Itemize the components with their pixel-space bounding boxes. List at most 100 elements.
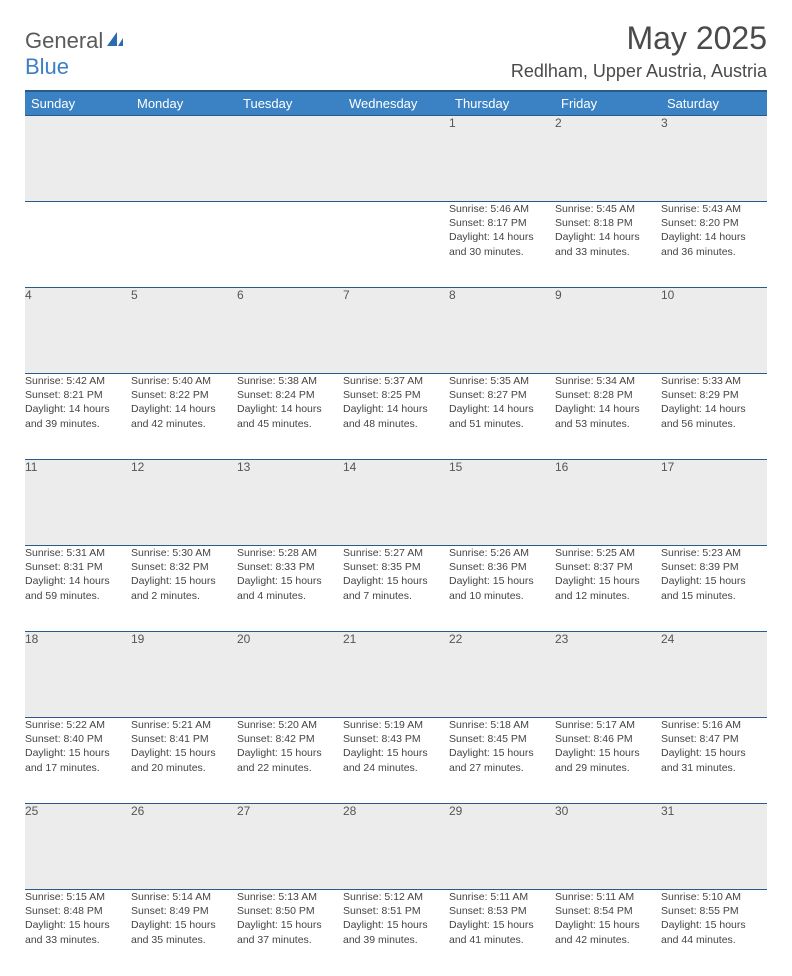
day-cell: Sunrise: 5:31 AMSunset: 8:31 PMDaylight:… xyxy=(25,546,131,632)
day-cell: Sunrise: 5:30 AMSunset: 8:32 PMDaylight:… xyxy=(131,546,237,632)
sunset-text: Sunset: 8:47 PM xyxy=(661,732,767,746)
daylight-text: Daylight: 14 hours xyxy=(25,574,131,588)
daylight-text-2: and 42 minutes. xyxy=(131,417,237,431)
calendar-body: 123Sunrise: 5:46 AMSunset: 8:17 PMDaylig… xyxy=(25,116,767,976)
daylight-text: Daylight: 14 hours xyxy=(237,402,343,416)
sunrise-text: Sunrise: 5:17 AM xyxy=(555,718,661,732)
daylight-text: Daylight: 15 hours xyxy=(661,574,767,588)
sunset-text: Sunset: 8:20 PM xyxy=(661,216,767,230)
weekday-header: Monday xyxy=(131,91,237,116)
day-number: 9 xyxy=(555,288,661,374)
sunset-text: Sunset: 8:18 PM xyxy=(555,216,661,230)
daynum-row: 123 xyxy=(25,116,767,202)
sunrise-text: Sunrise: 5:37 AM xyxy=(343,374,449,388)
day-number: 27 xyxy=(237,804,343,890)
day-cell: Sunrise: 5:26 AMSunset: 8:36 PMDaylight:… xyxy=(449,546,555,632)
daylight-text: Daylight: 15 hours xyxy=(343,574,449,588)
day-number: 29 xyxy=(449,804,555,890)
day-cell: Sunrise: 5:40 AMSunset: 8:22 PMDaylight:… xyxy=(131,374,237,460)
sunset-text: Sunset: 8:25 PM xyxy=(343,388,449,402)
day-number: 25 xyxy=(25,804,131,890)
day-cell: Sunrise: 5:35 AMSunset: 8:27 PMDaylight:… xyxy=(449,374,555,460)
day-number: 18 xyxy=(25,632,131,718)
daylight-text: Daylight: 14 hours xyxy=(343,402,449,416)
day-number: 11 xyxy=(25,460,131,546)
detail-row: Sunrise: 5:22 AMSunset: 8:40 PM Daylight:… xyxy=(25,718,767,804)
title-block: May 2025 Redlham, Upper Austria, Austria xyxy=(511,20,767,82)
day-cell xyxy=(237,202,343,288)
daylight-text: Daylight: 14 hours xyxy=(661,402,767,416)
logo: General Blue xyxy=(25,20,125,80)
day-number: 17 xyxy=(661,460,767,546)
day-number: 31 xyxy=(661,804,767,890)
sunrise-text: Sunrise: 5:31 AM xyxy=(25,546,131,560)
daylight-text-2: and 4 minutes. xyxy=(237,589,343,603)
day-cell: Sunrise: 5:25 AMSunset: 8:37 PMDaylight:… xyxy=(555,546,661,632)
sunset-text: Sunset: 8:36 PM xyxy=(449,560,555,574)
daylight-text: Daylight: 14 hours xyxy=(661,230,767,244)
daylight-text-2: and 15 minutes. xyxy=(661,589,767,603)
daylight-text: Daylight: 15 hours xyxy=(237,918,343,932)
daylight-text-2: and 59 minutes. xyxy=(25,589,131,603)
daynum-row: 11121314151617 xyxy=(25,460,767,546)
day-cell: Sunrise: 5:20 AMSunset: 8:42 PMDaylight:… xyxy=(237,718,343,804)
daylight-text-2: and 45 minutes. xyxy=(237,417,343,431)
sunrise-text: Sunrise: 5:45 AM xyxy=(555,202,661,216)
day-cell: Sunrise: 5:34 AMSunset: 8:28 PMDaylight:… xyxy=(555,374,661,460)
sunrise-text: Sunrise: 5:28 AM xyxy=(237,546,343,560)
day-cell: Sunrise: 5:16 AMSunset: 8:47 PMDaylight:… xyxy=(661,718,767,804)
weekday-header: Friday xyxy=(555,91,661,116)
day-cell: Sunrise: 5:42 AMSunset: 8:21 PMDaylight:… xyxy=(25,374,131,460)
daylight-text-2: and 36 minutes. xyxy=(661,245,767,259)
sunrise-text: Sunrise: 5:22 AM xyxy=(25,718,131,732)
sunset-text: Sunset: 8:53 PM xyxy=(449,904,555,918)
sunrise-text: Sunrise: 5:12 AM xyxy=(343,890,449,904)
sunset-text: Sunset: 8:17 PM xyxy=(449,216,555,230)
sunset-text: Sunset: 8:51 PM xyxy=(343,904,449,918)
daylight-text: Daylight: 14 hours xyxy=(449,230,555,244)
day-cell: Sunrise: 5:18 AMSunset: 8:45 PMDaylight:… xyxy=(449,718,555,804)
daylight-text-2: and 2 minutes. xyxy=(131,589,237,603)
sunrise-text: Sunrise: 5:16 AM xyxy=(661,718,767,732)
day-cell: Sunrise: 5:11 AMSunset: 8:53 PMDaylight:… xyxy=(449,890,555,976)
daylight-text: Daylight: 14 hours xyxy=(131,402,237,416)
sunrise-text: Sunrise: 5:35 AM xyxy=(449,374,555,388)
daylight-text-2: and 42 minutes. xyxy=(555,933,661,947)
day-number: 10 xyxy=(661,288,767,374)
daylight-text-2: and 53 minutes. xyxy=(555,417,661,431)
sunset-text: Sunset: 8:45 PM xyxy=(449,732,555,746)
sunset-text: Sunset: 8:37 PM xyxy=(555,560,661,574)
sunset-text: Sunset: 8:21 PM xyxy=(25,388,131,402)
day-number: 21 xyxy=(343,632,449,718)
daylight-text: Daylight: 15 hours xyxy=(237,746,343,760)
sunrise-text: Sunrise: 5:43 AM xyxy=(661,202,767,216)
daylight-text-2: and 39 minutes. xyxy=(25,417,131,431)
day-number: 13 xyxy=(237,460,343,546)
day-cell: Sunrise: 5:13 AMSunset: 8:50 PMDaylight:… xyxy=(237,890,343,976)
sunrise-text: Sunrise: 5:30 AM xyxy=(131,546,237,560)
sunrise-text: Sunrise: 5:15 AM xyxy=(25,890,131,904)
sunrise-text: Sunrise: 5:23 AM xyxy=(661,546,767,560)
sunrise-text: Sunrise: 5:42 AM xyxy=(25,374,131,388)
sunrise-text: Sunrise: 5:27 AM xyxy=(343,546,449,560)
sunrise-text: Sunrise: 5:10 AM xyxy=(661,890,767,904)
day-cell: Sunrise: 5:23 AMSunset: 8:39 PMDaylight:… xyxy=(661,546,767,632)
daylight-text-2: and 39 minutes. xyxy=(343,933,449,947)
sunrise-text: Sunrise: 5:34 AM xyxy=(555,374,661,388)
sunset-text: Sunset: 8:40 PM xyxy=(25,732,131,746)
sunset-text: Sunset: 8:41 PM xyxy=(131,732,237,746)
daylight-text: Daylight: 15 hours xyxy=(131,574,237,588)
daylight-text: Daylight: 15 hours xyxy=(555,918,661,932)
sunrise-text: Sunrise: 5:11 AM xyxy=(555,890,661,904)
daylight-text-2: and 17 minutes. xyxy=(25,761,131,775)
day-number: 26 xyxy=(131,804,237,890)
day-cell: Sunrise: 5:37 AMSunset: 8:25 PMDaylight:… xyxy=(343,374,449,460)
day-number: 15 xyxy=(449,460,555,546)
sunset-text: Sunset: 8:33 PM xyxy=(237,560,343,574)
sunset-text: Sunset: 8:48 PM xyxy=(25,904,131,918)
day-cell: Sunrise: 5:21 AMSunset: 8:41 PMDaylight:… xyxy=(131,718,237,804)
daylight-text: Daylight: 15 hours xyxy=(343,918,449,932)
day-number: 2 xyxy=(555,116,661,202)
daylight-text-2: and 12 minutes. xyxy=(555,589,661,603)
sunrise-text: Sunrise: 5:21 AM xyxy=(131,718,237,732)
